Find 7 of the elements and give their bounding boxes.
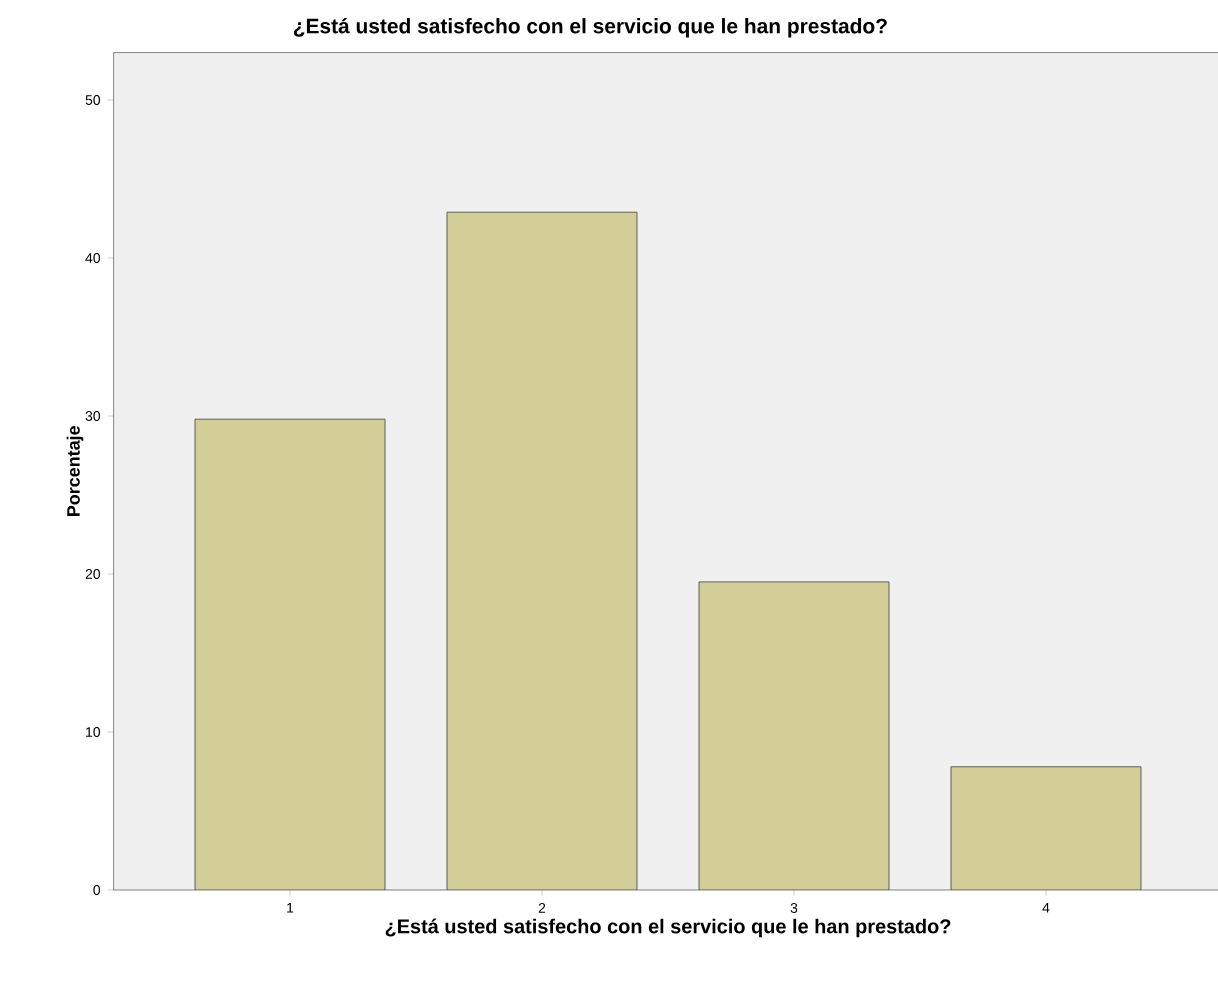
bar bbox=[698, 581, 890, 890]
bar bbox=[447, 212, 638, 890]
chart-title: ¿Está usted satisfecho con el servicio que le han prestado? bbox=[293, 17, 887, 38]
x-axis-title: ¿Está usted satisfecho con el servicio que le han prestado? bbox=[385, 918, 951, 938]
bar bbox=[194, 418, 386, 890]
bar bbox=[950, 766, 1142, 890]
y-axis-title: Porcentaje bbox=[66, 426, 84, 516]
